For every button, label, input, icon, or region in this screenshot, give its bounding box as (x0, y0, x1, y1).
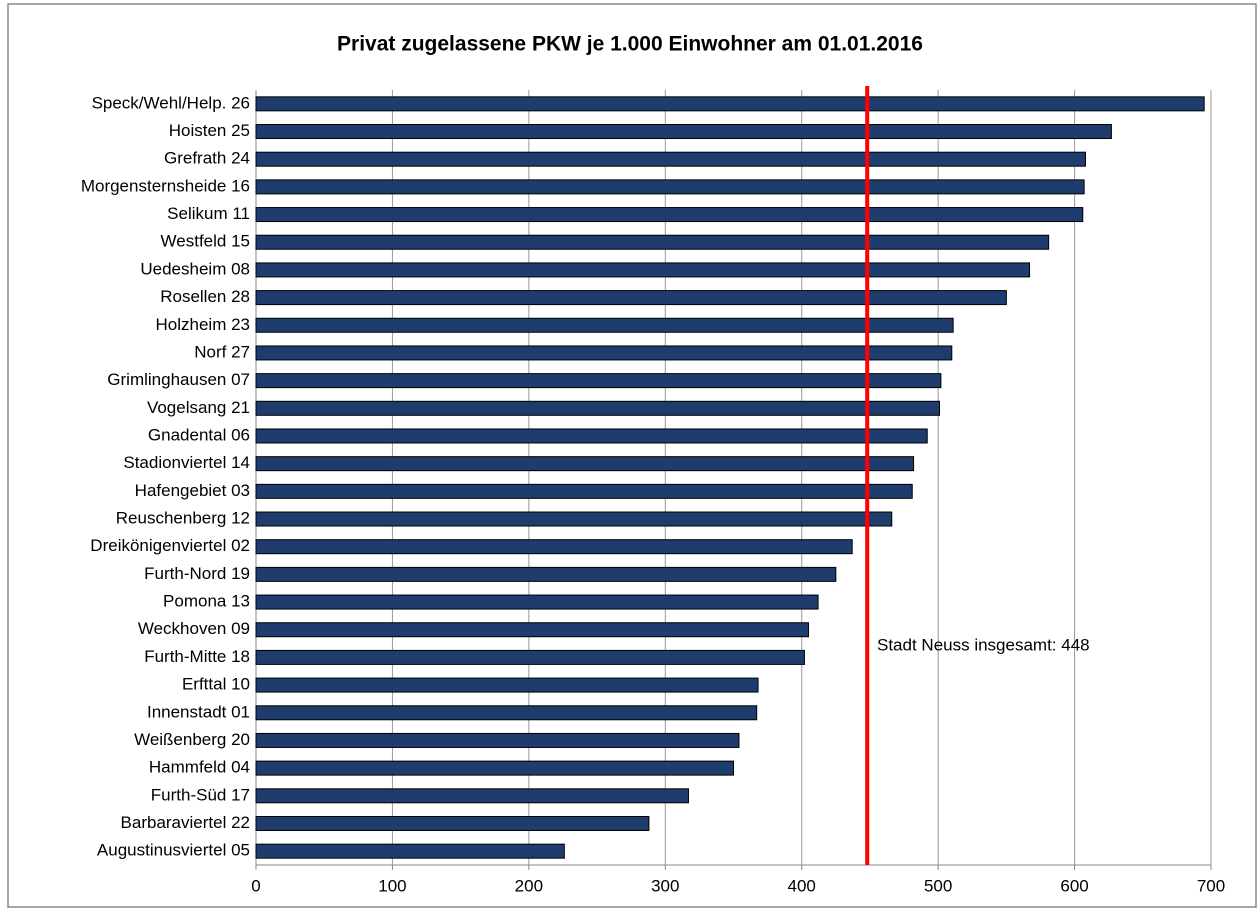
bar (255, 234, 1050, 250)
bar (255, 345, 953, 361)
bar (255, 566, 837, 582)
x-tick-label: 400 (788, 876, 816, 895)
x-tick-label: 500 (924, 876, 952, 895)
bar (255, 428, 928, 444)
bar (255, 179, 1085, 195)
bar (255, 760, 734, 776)
bar (255, 124, 1112, 140)
bar (255, 456, 915, 472)
x-tick-label: 0 (251, 876, 260, 895)
y-tick-label: Westfeld 15 (161, 232, 250, 251)
x-tick-label: 100 (378, 876, 406, 895)
y-tick-label: Dreikönigenviertel 02 (90, 536, 250, 555)
y-tick-label: Barbaraviertel 22 (121, 813, 250, 832)
bar (255, 788, 689, 804)
y-tick-label: Weckhoven 09 (138, 619, 250, 638)
y-tick-label: Speck/Wehl/Help. 26 (92, 93, 250, 112)
bar (255, 151, 1086, 167)
y-tick-label: Hammfeld 04 (149, 758, 250, 777)
bar (255, 262, 1031, 278)
y-tick-label: Grefrath 24 (164, 149, 250, 168)
bar (255, 96, 1205, 112)
bar (255, 732, 740, 748)
bar (255, 317, 954, 333)
y-tick-label: Gnadental 06 (148, 425, 250, 444)
y-tick-label: Reuschenberg 12 (116, 509, 250, 528)
bar (255, 649, 805, 665)
y-tick-label: Grimlinghausen 07 (107, 370, 250, 389)
bar (255, 483, 913, 499)
x-tick-label: 200 (515, 876, 543, 895)
y-tick-label: Furth-Süd 17 (151, 785, 250, 804)
bar (255, 539, 853, 555)
x-tick-label: 300 (651, 876, 679, 895)
bar (255, 400, 941, 416)
bar (255, 815, 650, 831)
y-tick-label: Hoisten 25 (169, 121, 250, 140)
reference-label: Stadt Neuss insgesamt: 448 (877, 635, 1090, 654)
y-tick-label: Augustinusviertel 05 (97, 841, 250, 860)
chart-title: Privat zugelassene PKW je 1.000 Einwohne… (337, 33, 923, 56)
x-tick-label: 700 (1197, 876, 1225, 895)
bar (255, 594, 819, 610)
y-tick-label: Stadionviertel 14 (123, 453, 250, 472)
bar (255, 705, 758, 721)
y-tick-label: Furth-Nord 19 (144, 564, 250, 583)
y-tick-label: Holzheim 23 (156, 315, 251, 334)
bar (255, 843, 565, 859)
bar (255, 290, 1007, 306)
y-tick-label: Innenstadt 01 (147, 702, 250, 721)
y-tick-label: Rosellen 28 (160, 287, 250, 306)
bar (255, 677, 759, 693)
y-tick-label: Pomona 13 (163, 592, 250, 611)
y-tick-label: Norf 27 (194, 342, 250, 361)
y-tick-label: Morgensternsheide 16 (81, 176, 250, 195)
y-tick-label: Vogelsang 21 (147, 398, 250, 417)
y-tick-label: Selikum 11 (167, 204, 250, 223)
bar (255, 622, 810, 638)
bar (255, 207, 1084, 223)
y-tick-label: Erfttal 10 (182, 675, 250, 694)
y-tick-label: Weißenberg 20 (134, 730, 250, 749)
bar (255, 511, 893, 527)
y-tick-label: Hafengebiet 03 (135, 481, 250, 500)
x-tick-label: 600 (1060, 876, 1088, 895)
y-tick-label: Uedesheim 08 (140, 259, 250, 278)
y-tick-label: Furth-Mitte 18 (144, 647, 250, 666)
bar (255, 373, 942, 389)
